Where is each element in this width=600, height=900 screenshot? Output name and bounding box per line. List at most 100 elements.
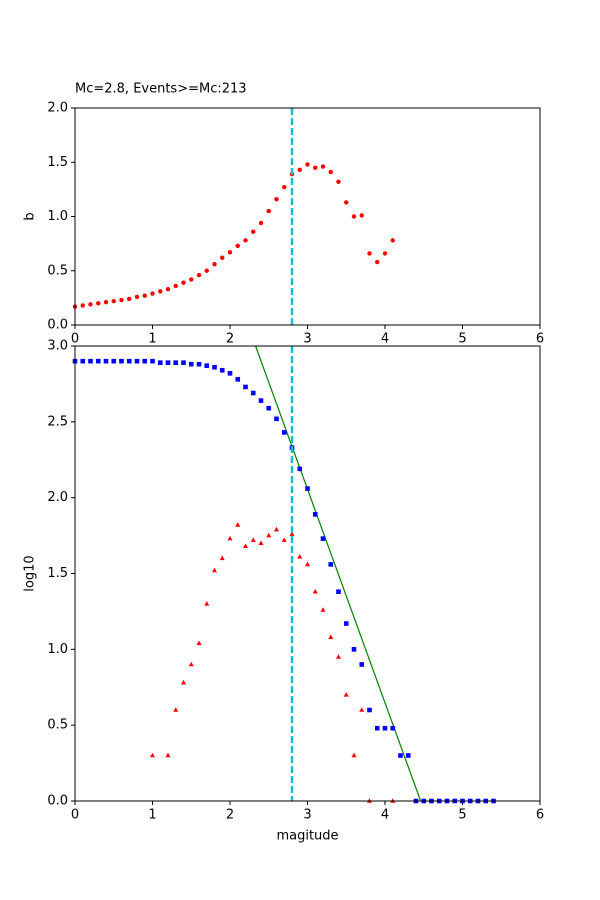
point <box>243 543 248 548</box>
point <box>266 405 272 411</box>
point <box>281 430 287 435</box>
point <box>336 589 341 594</box>
point <box>343 692 349 697</box>
point <box>219 555 225 561</box>
y-tick-label: 0.0 <box>47 318 68 333</box>
point <box>204 363 210 369</box>
point <box>181 280 186 285</box>
point <box>258 220 264 226</box>
point <box>305 561 310 567</box>
point <box>344 200 349 205</box>
point <box>204 268 209 273</box>
point <box>220 255 225 260</box>
point <box>227 250 233 255</box>
point <box>258 540 264 545</box>
x-tick-label: 3 <box>303 332 311 347</box>
point <box>390 725 396 731</box>
x-tick-label: 6 <box>536 332 544 347</box>
point <box>95 358 101 364</box>
point <box>297 554 303 559</box>
point <box>367 707 372 713</box>
point <box>359 662 365 667</box>
point <box>297 466 303 472</box>
point <box>165 286 171 292</box>
point <box>289 531 295 536</box>
point <box>212 567 217 573</box>
y-axis-label: log10 <box>23 555 38 591</box>
axes: log10 magitude 0 1 2 3 4 5 6 0.0 0.5 1.0 1.5 2.0 2.5 3.… <box>23 339 545 844</box>
point <box>258 398 264 403</box>
axes-frame <box>74 345 541 802</box>
point <box>134 358 140 364</box>
point <box>181 679 186 685</box>
point <box>305 162 310 167</box>
point <box>374 725 380 731</box>
x-tick-label: 4 <box>381 332 389 347</box>
point <box>134 294 140 299</box>
fit-line <box>255 345 422 802</box>
point <box>328 634 334 639</box>
point <box>328 562 334 567</box>
point <box>405 753 411 758</box>
y-axis-label: b <box>23 212 38 220</box>
point <box>390 238 395 243</box>
point <box>382 251 388 256</box>
plot-area <box>75 346 540 801</box>
x-tick-label: 5 <box>458 808 466 823</box>
point <box>103 358 109 364</box>
point <box>274 196 279 202</box>
x-tick-label: 0 <box>71 808 79 823</box>
point <box>158 289 163 294</box>
x-axis-label: magitude <box>276 829 338 844</box>
point <box>266 208 271 214</box>
point <box>328 169 333 175</box>
point <box>150 291 155 296</box>
point <box>274 526 279 532</box>
x-tick-label: 5 <box>458 332 466 347</box>
point <box>227 371 233 376</box>
point <box>320 607 326 612</box>
chart-title: Mc=2.8, Events>=Mc:213 <box>75 82 247 97</box>
point <box>320 164 326 169</box>
point <box>274 416 279 422</box>
point <box>165 360 171 365</box>
axes-frame <box>74 107 541 326</box>
point <box>305 486 310 491</box>
point <box>150 752 155 758</box>
point <box>111 298 116 304</box>
point <box>336 654 341 659</box>
x-tick-label: 3 <box>303 808 311 823</box>
point <box>127 296 132 302</box>
point <box>343 621 349 626</box>
x-tick-label: 4 <box>381 808 389 823</box>
y-tick-label: 2.0 <box>47 101 68 116</box>
y-tick-label: 1.5 <box>47 566 68 581</box>
y-tick-label: 2.5 <box>47 414 68 429</box>
point <box>243 238 248 243</box>
point <box>173 360 179 365</box>
point <box>251 229 256 234</box>
point <box>351 647 357 652</box>
point <box>227 535 233 541</box>
y-tick-label: 0.0 <box>47 794 68 809</box>
x-tick-label: 2 <box>226 808 234 823</box>
point <box>250 537 256 542</box>
point <box>188 661 194 667</box>
point <box>282 185 287 190</box>
point <box>173 283 178 289</box>
point <box>382 725 388 731</box>
point <box>157 360 163 365</box>
point <box>359 707 365 712</box>
y-tick-label: 1.0 <box>47 642 68 657</box>
point <box>351 752 357 758</box>
axes: Mc=2.8, Events>=Mc:213 b 0 1 2 3 4 5 6 0.0 0.5 1.0 1… <box>23 82 545 347</box>
point <box>119 297 124 303</box>
point <box>88 302 93 307</box>
point <box>351 214 357 219</box>
point <box>312 512 318 517</box>
x-tick-label: 1 <box>148 808 156 823</box>
point <box>320 536 326 541</box>
y-tick-label: 3.0 <box>47 339 68 354</box>
point <box>103 300 109 305</box>
x-tick-label: 0 <box>71 332 79 347</box>
